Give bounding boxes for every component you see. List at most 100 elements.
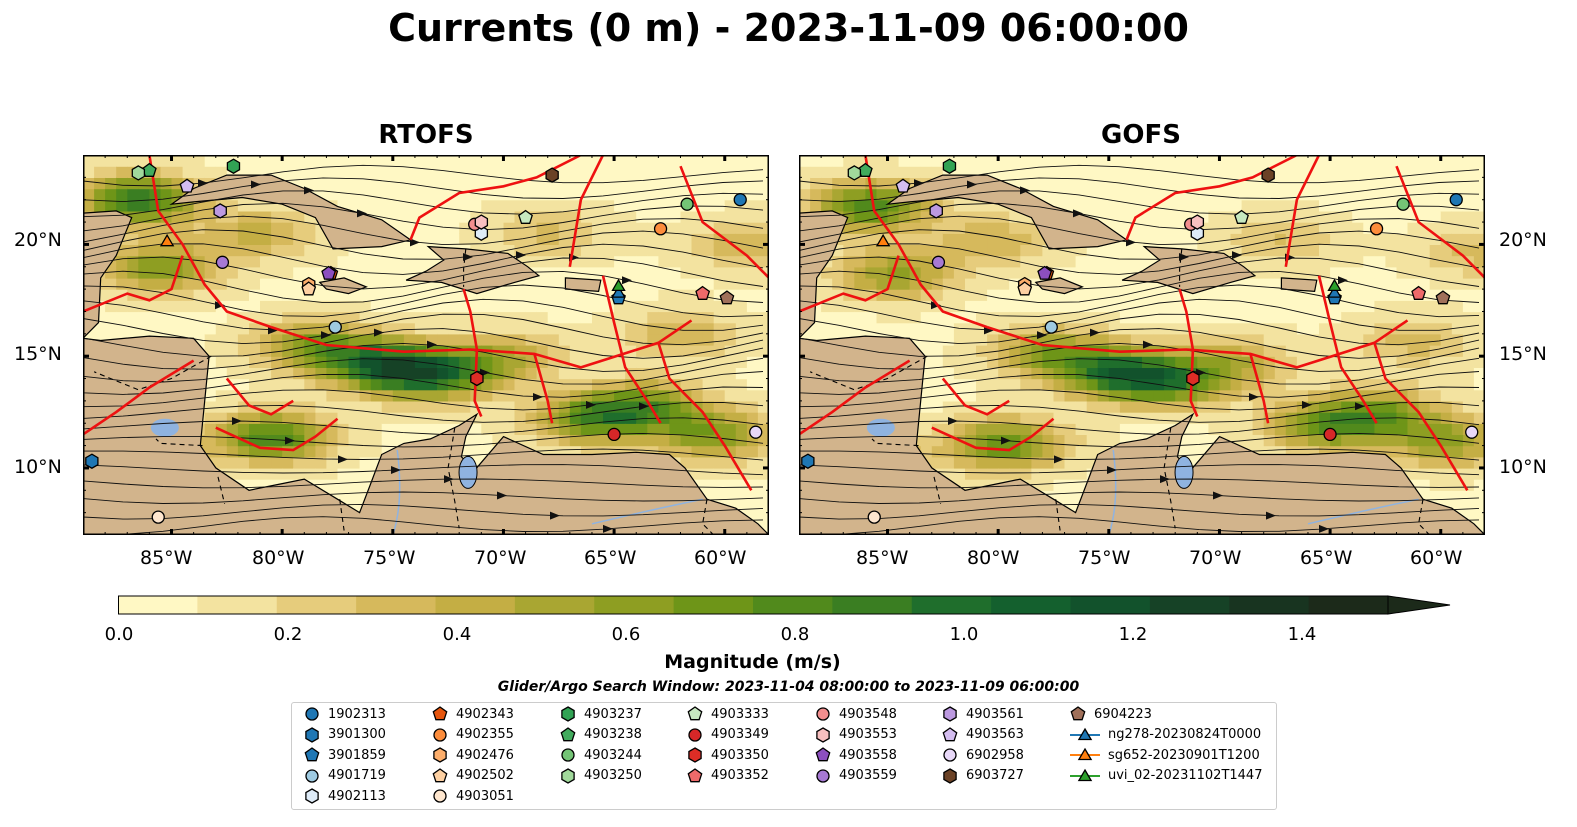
gofs-float-3901300	[801, 453, 815, 469]
legend-label: 4902476	[456, 747, 514, 763]
lon-label-70w-right: 70°W	[1189, 547, 1242, 569]
legend-label: 4902502	[456, 768, 514, 783]
rtofs-float-3901300	[85, 453, 99, 469]
legend-marker	[943, 706, 957, 722]
lake-maracaibo	[458, 455, 478, 489]
legend-item: 4901719	[304, 768, 386, 784]
legend-marker-icon	[1070, 768, 1100, 781]
float-markers	[85, 158, 763, 524]
colorbar-tick: 0.2	[273, 624, 303, 645]
legend-marker-icon	[433, 747, 447, 763]
legend-marker-icon	[561, 767, 575, 784]
legend-marker-icon	[687, 706, 703, 721]
gofs-float-6904223	[1435, 290, 1451, 305]
gofs-float-1902313	[1449, 193, 1463, 207]
gofs-float-4903333	[1234, 209, 1249, 224]
legend-marker-icon	[816, 768, 830, 783]
rtofs-float-4903352	[695, 285, 711, 300]
legend-label: 4902355	[456, 727, 514, 742]
gofs-float-uvi_02-20231102T1447	[1327, 278, 1342, 292]
legend-marker	[304, 747, 320, 762]
legend-marker	[1077, 768, 1093, 781]
rtofs-float-4903558	[321, 265, 337, 280]
lon-label-65w-right: 65°W	[1300, 547, 1353, 569]
legend-marker	[688, 727, 702, 742]
lat-label-15n-left: 15°N	[14, 343, 62, 365]
rtofs-float-4902502	[301, 281, 317, 296]
land-jamaica	[318, 277, 368, 295]
legend-marker	[688, 747, 702, 763]
legend-marker	[816, 707, 830, 721]
legend-item: 4903350	[687, 747, 769, 763]
legend-marker-icon	[688, 727, 702, 742]
lon-label-80w-right: 80°W	[967, 547, 1020, 569]
legend-label: 3901300	[328, 727, 386, 742]
legend-marker-icon	[432, 767, 448, 782]
legend-marker	[1070, 706, 1086, 721]
colorbar-segment	[911, 596, 992, 614]
legend-marker	[560, 726, 576, 741]
legend-item: 4903553	[815, 726, 897, 743]
legend-marker-icon	[688, 747, 702, 763]
lat-label-10n-right: 10°N	[1499, 456, 1547, 478]
gofs-float-4901719	[1044, 320, 1058, 334]
rtofs-float-4903333	[518, 209, 533, 224]
rtofs-float-4903563	[179, 178, 195, 193]
legend-marker-icon	[305, 768, 319, 783]
legend-label: 4902343	[456, 706, 514, 722]
legend-marker	[305, 788, 319, 804]
legend-label: 1902313	[328, 706, 386, 722]
legend-item: 4903250	[560, 767, 642, 784]
gofs-float-6903727	[1261, 167, 1275, 183]
legend-marker-icon	[304, 747, 320, 762]
land-central	[83, 335, 769, 535]
legend-label: 6902958	[966, 747, 1024, 763]
rtofs-float-4903250	[131, 165, 146, 181]
legend-marker	[305, 726, 319, 743]
legend-item: ng278-20230824T0000	[1070, 727, 1261, 743]
legend-item: 4903333	[687, 706, 769, 722]
rtofs-float-4903350	[470, 370, 484, 387]
legend-marker	[561, 767, 575, 784]
legend-label: uvi_02-20231102T1447	[1108, 768, 1263, 783]
legend-label: 4901719	[328, 768, 386, 783]
legend-label: 4903238	[584, 727, 642, 742]
gofs-float-4903238	[857, 162, 873, 177]
legend-label: 4903244	[584, 747, 642, 763]
legend-item: 3901859	[304, 747, 386, 763]
colorbar-tick: 0.0	[104, 624, 134, 645]
legend-marker	[943, 748, 957, 762]
legend-marker-icon	[1070, 727, 1100, 740]
lon-label-85w-right: 85°W	[856, 547, 909, 569]
legend-item: 4903352	[687, 767, 769, 784]
lake-nicaragua	[866, 418, 895, 437]
gofs-float-4903553	[1190, 214, 1205, 230]
figure-title: Currents (0 m) - 2023-11-09 06:00:00	[388, 6, 1189, 50]
legend-marker	[561, 748, 575, 762]
gofs-float-sg652-20230901T1200	[875, 233, 891, 247]
legend-item: 6904223	[1070, 706, 1152, 722]
legend-item: 4902343	[432, 706, 514, 722]
legend-marker-icon	[942, 726, 958, 741]
map-panel-gofs	[799, 155, 1485, 535]
lon-label-85w-left: 85°W	[140, 547, 193, 569]
legend-marker	[1077, 747, 1093, 761]
legend-label: 6904223	[1094, 706, 1152, 722]
legend-marker	[433, 727, 447, 742]
colorbar-tick: 1.4	[1287, 624, 1317, 645]
legend-marker	[815, 747, 831, 762]
rtofs-float-6903727	[545, 167, 559, 183]
legend-marker	[433, 747, 447, 763]
colorbar-tick: 0.8	[780, 624, 810, 645]
legend-marker-icon	[433, 727, 447, 742]
gofs-float-ng278-20230824T0000	[1327, 285, 1342, 298]
colorbar-segment	[594, 596, 675, 614]
colorbar-label: Magnitude (m/s)	[664, 651, 841, 673]
legend-item: 4902476	[432, 747, 514, 763]
rtofs-float-4903559	[215, 255, 230, 269]
float-markers	[801, 158, 1479, 524]
legend-marker-icon	[687, 767, 703, 782]
land-central	[799, 335, 1485, 535]
lake-nicaragua	[150, 418, 179, 437]
lon-label-80w-left: 80°W	[252, 547, 305, 569]
